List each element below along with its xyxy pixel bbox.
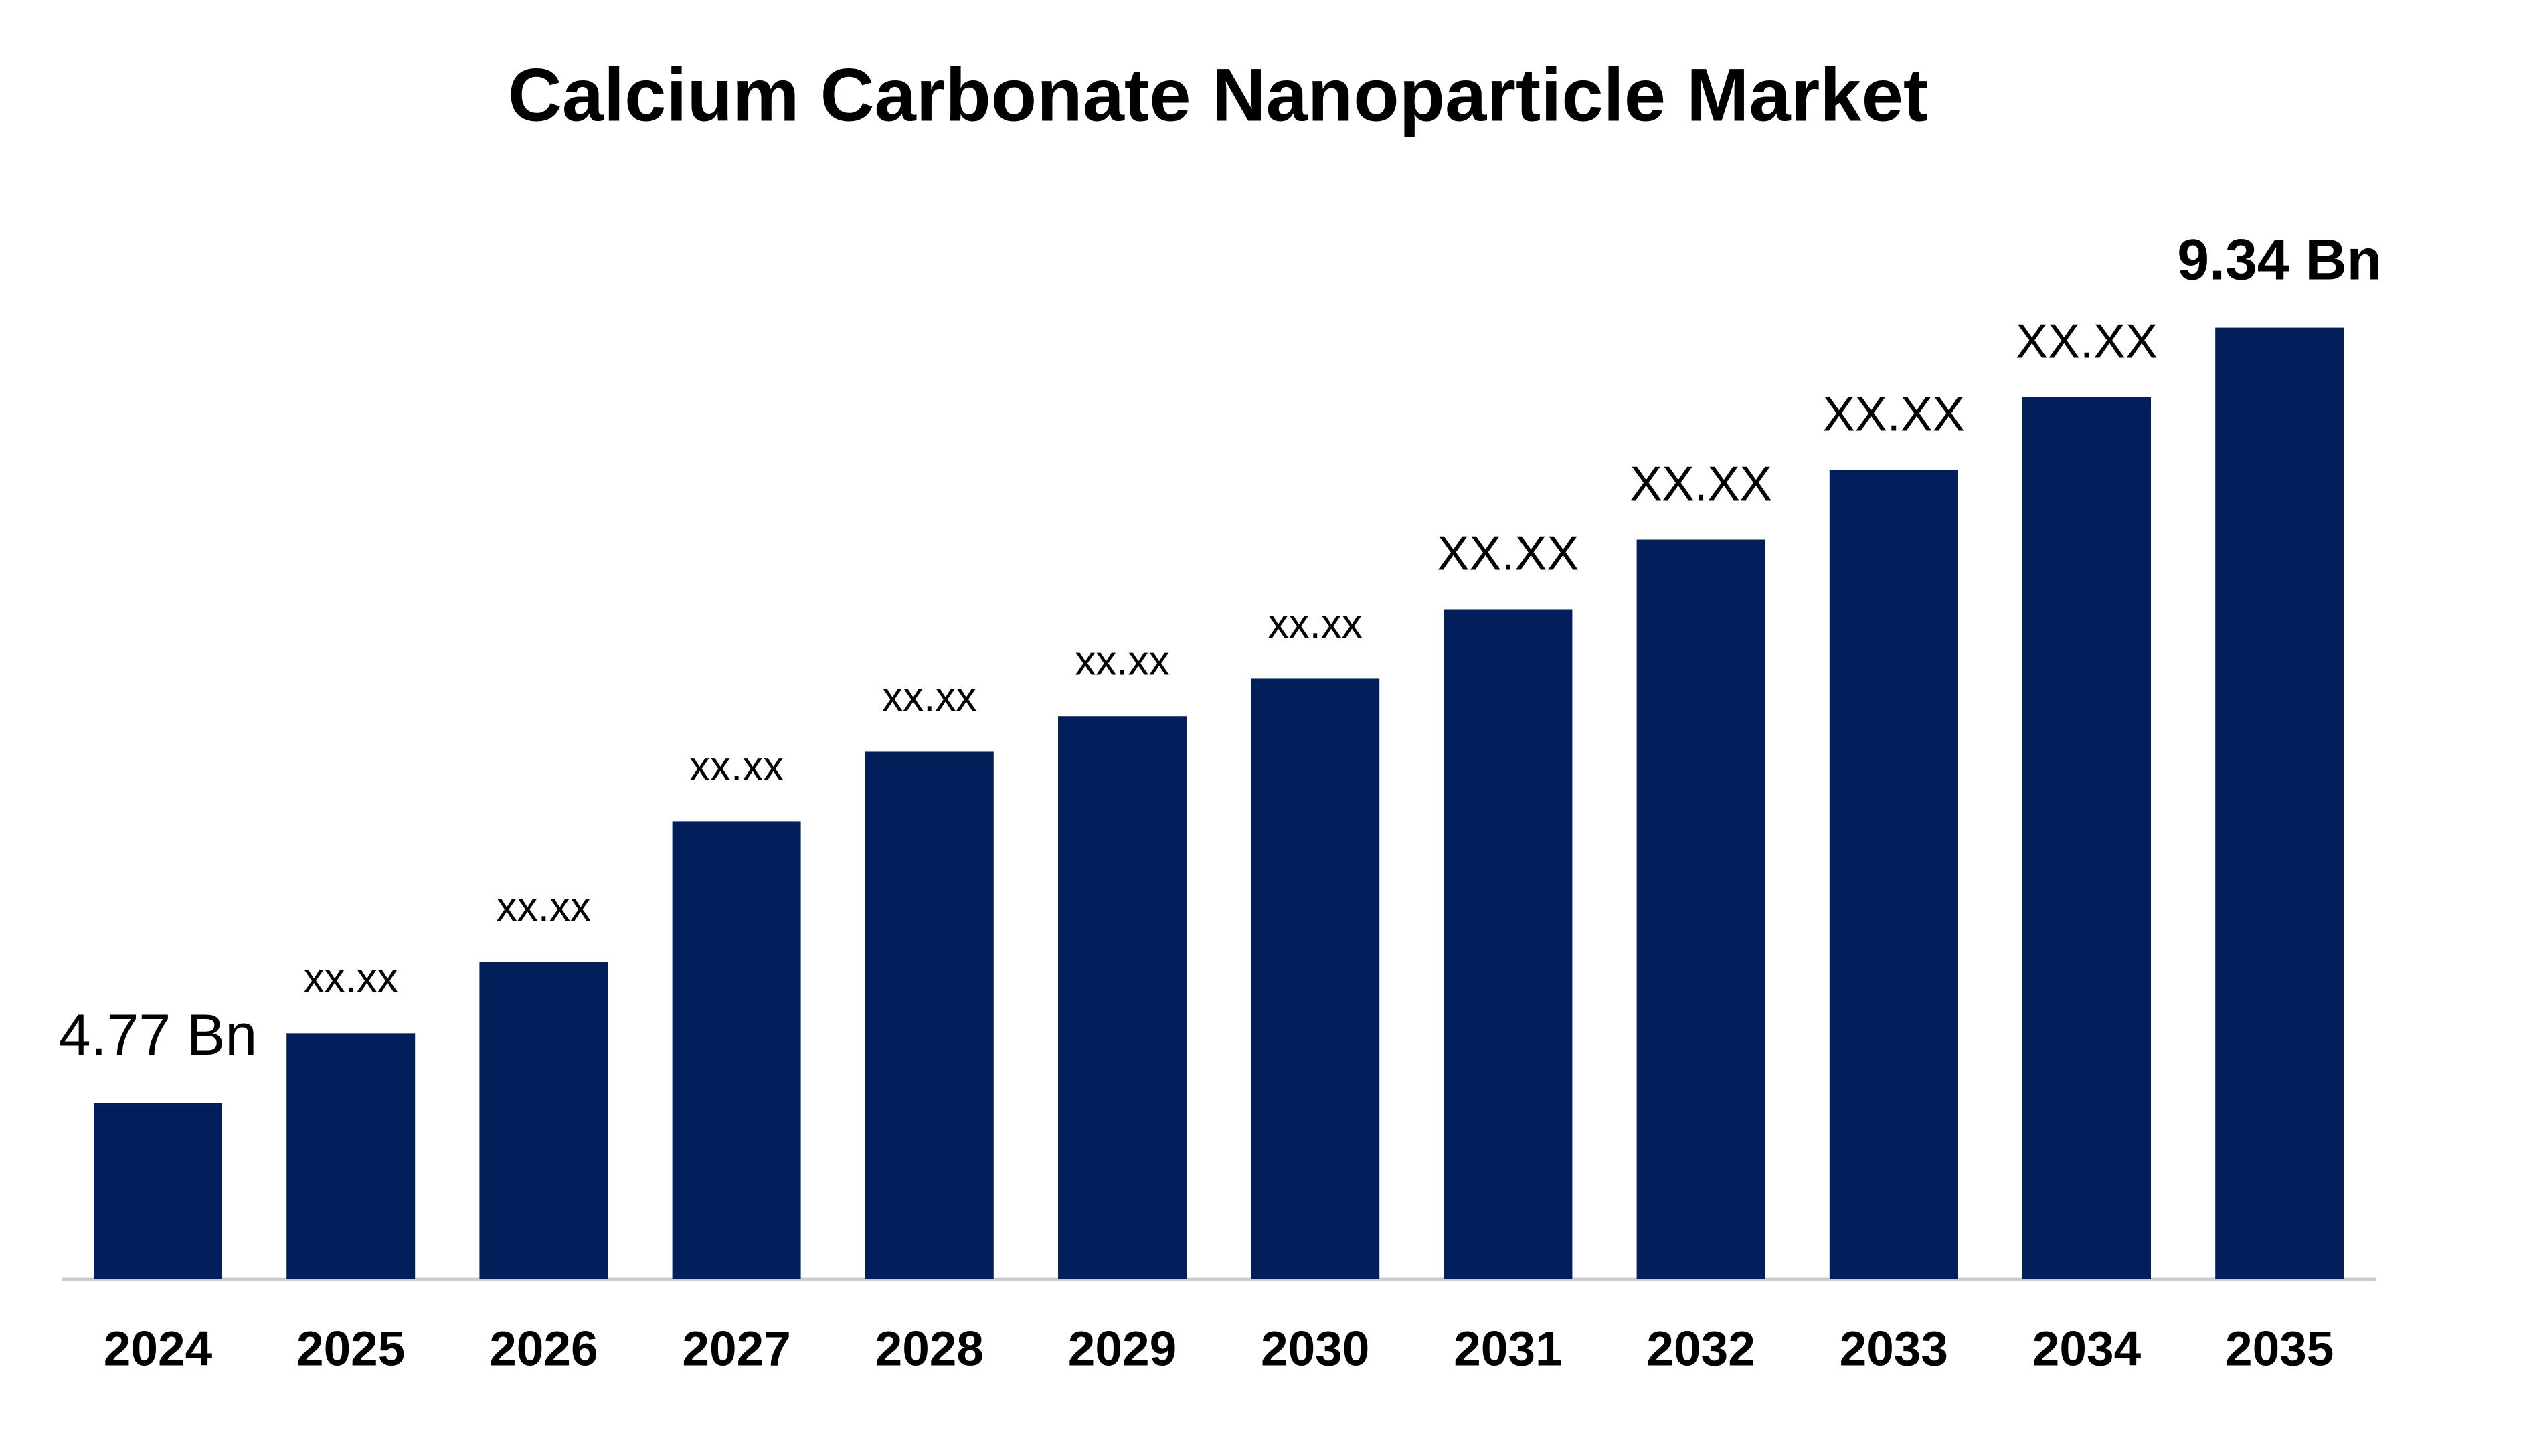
chart-title: Calcium Carbonate Nanoparticle Market xyxy=(508,54,1928,137)
x-tick-label: 2029 xyxy=(1068,1322,1177,1376)
bar xyxy=(1058,716,1187,1279)
bar xyxy=(1251,678,1380,1279)
bar xyxy=(1444,609,1573,1279)
value-label: xx.xx xyxy=(497,884,591,930)
value-label: xx.xx xyxy=(882,674,976,720)
value-label: XX.XX xyxy=(1437,527,1579,580)
bar xyxy=(2215,327,2344,1280)
bar xyxy=(1829,470,1958,1279)
x-tick-label: 2027 xyxy=(682,1322,790,1376)
x-tick-label: 2024 xyxy=(104,1322,213,1376)
x-tick-label: 2025 xyxy=(296,1322,405,1376)
bar xyxy=(2022,397,2151,1280)
bar xyxy=(672,821,801,1279)
x-tick-label: 2030 xyxy=(1261,1322,1369,1376)
value-label: xx.xx xyxy=(689,743,784,790)
bar xyxy=(865,751,994,1279)
value-label: xx.xx xyxy=(304,955,398,1002)
value-label: 4.77 Bn xyxy=(59,1003,257,1067)
value-label: XX.XX xyxy=(1823,388,1965,442)
x-tick-label: 2034 xyxy=(2032,1322,2142,1376)
x-tick-label: 2035 xyxy=(2225,1322,2334,1376)
bar xyxy=(286,1033,416,1279)
bar xyxy=(94,1103,222,1279)
x-tick-label: 2032 xyxy=(1646,1322,1755,1376)
value-label: XX.XX xyxy=(1630,458,1772,511)
value-label: xx.xx xyxy=(1268,601,1363,647)
bar xyxy=(479,962,608,1279)
x-tick-label: 2031 xyxy=(1454,1322,1562,1376)
value-label: 9.34 Bn xyxy=(2177,227,2382,292)
bar xyxy=(1636,539,1765,1279)
x-tick-label: 2026 xyxy=(489,1322,598,1376)
x-tick-label: 2033 xyxy=(1840,1322,1948,1376)
x-tick-label: 2028 xyxy=(875,1322,984,1376)
value-label: XX.XX xyxy=(2016,315,2158,369)
value-label: xx.xx xyxy=(1075,638,1169,685)
